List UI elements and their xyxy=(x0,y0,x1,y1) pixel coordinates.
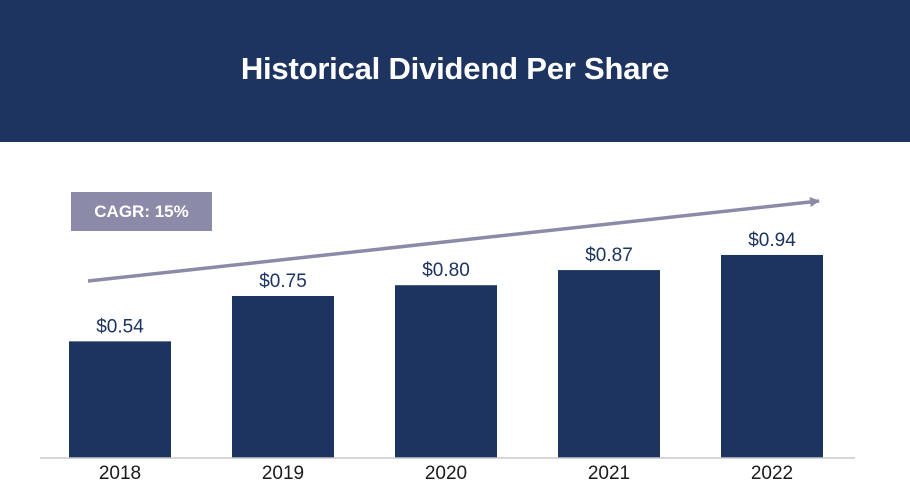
bar-2021 xyxy=(558,270,660,458)
growth-trend-arrow xyxy=(87,197,820,283)
value-label-2022: $0.94 xyxy=(748,230,796,251)
value-label-2020: $0.80 xyxy=(422,260,470,281)
x-tick-label-2021: 2021 xyxy=(588,463,630,481)
x-tick-label-2022: 2022 xyxy=(751,463,793,481)
bar-2020 xyxy=(395,285,497,458)
x-tick-label-2019: 2019 xyxy=(262,463,304,481)
value-label-2021: $0.87 xyxy=(585,245,633,266)
page-title: Historical Dividend Per Share xyxy=(240,51,670,86)
x-tick-label-2020: 2020 xyxy=(425,463,467,481)
title-banner: Historical Dividend Per Share xyxy=(0,0,910,142)
value-label-2019: $0.75 xyxy=(259,271,307,292)
value-label-2018: $0.54 xyxy=(96,316,144,337)
bar-2022 xyxy=(721,254,823,458)
cagr-badge: CAGR: 15% xyxy=(71,192,212,231)
x-tick-label-2018: 2018 xyxy=(99,463,141,481)
bar-2019 xyxy=(232,296,334,458)
bar-2018 xyxy=(69,341,171,458)
